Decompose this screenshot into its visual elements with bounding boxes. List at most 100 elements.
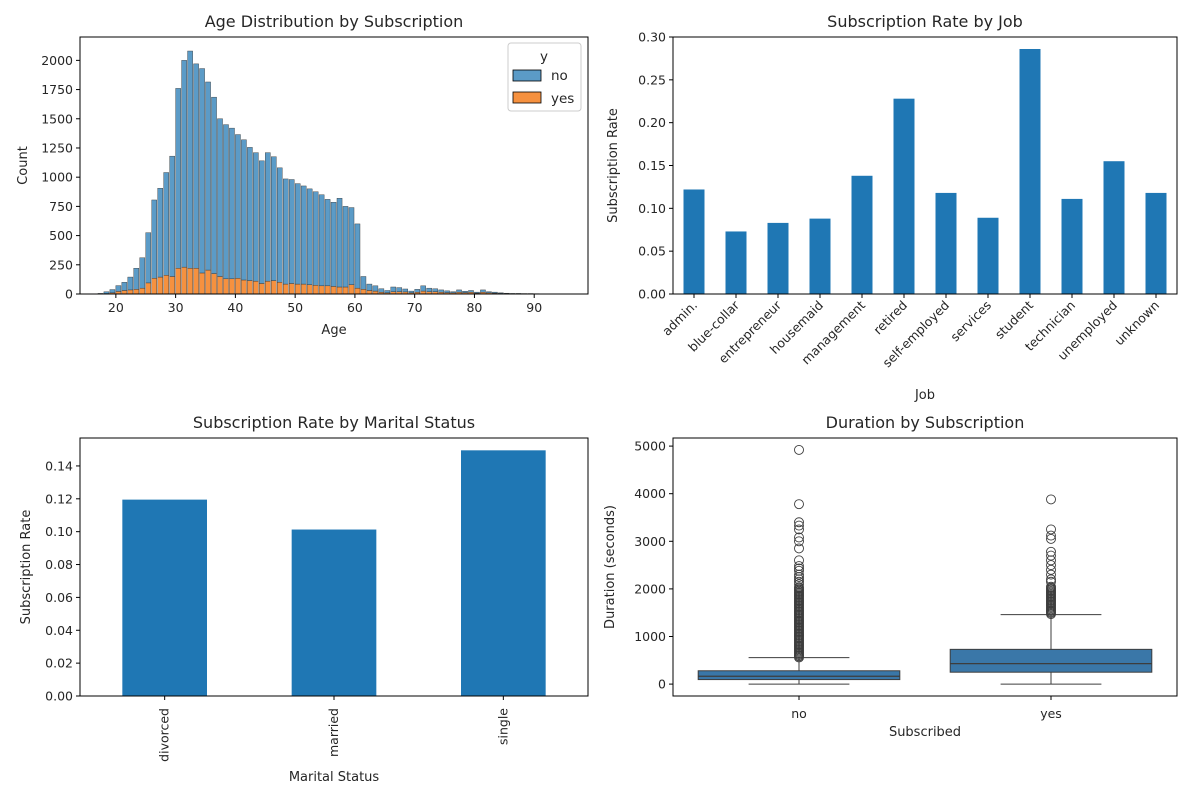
- bar-no: [462, 290, 468, 293]
- bar-no: [414, 289, 420, 293]
- outlier-point: [1046, 569, 1056, 580]
- bar-no: [438, 289, 444, 293]
- bar: [122, 499, 207, 696]
- bar-no: [235, 134, 241, 279]
- bar-yes: [306, 284, 313, 295]
- bar-no: [169, 155, 175, 277]
- y-tick-label: 1250: [41, 140, 73, 155]
- legend-swatch-yes: [512, 91, 542, 104]
- outlier-point: [1046, 576, 1056, 587]
- bar-yes: [366, 290, 373, 295]
- bar: [725, 231, 747, 294]
- chart-title: Subscription Rate by Job: [827, 12, 1023, 31]
- bar-yes: [205, 269, 211, 295]
- bar-yes: [223, 278, 229, 295]
- bar-yes: [157, 276, 163, 295]
- bar-yes: [283, 283, 289, 295]
- x-tick-label: 60: [347, 300, 363, 315]
- x-tick-label: 80: [466, 300, 482, 315]
- bar-no: [175, 88, 181, 269]
- legend-label-yes: yes: [551, 91, 574, 107]
- y-axis-label: Duration (seconds): [603, 505, 618, 629]
- chart-title: Subscription Rate by Marital Status: [193, 413, 475, 432]
- bar-yes: [354, 287, 361, 295]
- y-tick-label: 5000: [634, 439, 666, 454]
- bar-no: [193, 63, 199, 269]
- bar-yes: [342, 286, 349, 295]
- x-tick-label: 40: [227, 300, 243, 315]
- bar: [1061, 198, 1083, 294]
- bar-yes: [259, 283, 265, 295]
- outlier-point: [1046, 533, 1056, 544]
- bar-yes: [139, 287, 146, 295]
- bar-yes: [253, 280, 259, 295]
- x-axis-label: Subscribed: [889, 725, 961, 740]
- outlier-point: [794, 565, 804, 576]
- bar-yes: [133, 289, 140, 295]
- y-tick-label: 2000: [41, 53, 73, 68]
- x-tick-label: 20: [108, 300, 124, 315]
- plot-frame: [79, 36, 589, 295]
- bar: [893, 98, 915, 295]
- bar-no: [139, 257, 146, 289]
- bar-no: [145, 232, 152, 284]
- y-tick-label: 0.14: [45, 458, 73, 473]
- bar-no: [294, 183, 301, 285]
- bar-no: [420, 285, 426, 292]
- y-tick-label: 250: [49, 257, 73, 272]
- bar-no: [187, 50, 193, 269]
- outlier-point: [794, 563, 804, 574]
- x-axis-label: Job: [914, 388, 935, 403]
- bar-no: [486, 291, 492, 294]
- outlier-point: [794, 555, 804, 566]
- bar-yes: [145, 282, 152, 295]
- bar-yes: [181, 266, 187, 295]
- bar-no: [384, 290, 391, 294]
- outlier-point: [794, 520, 804, 531]
- y-tick-label: 0.04: [45, 623, 73, 638]
- bar-no: [324, 199, 331, 287]
- outlier-point: [794, 444, 804, 455]
- x-tick-label: yes: [1040, 706, 1062, 721]
- y-tick-label: 0.10: [638, 201, 666, 216]
- bar-no: [181, 60, 187, 268]
- outlier-point: [1046, 574, 1056, 585]
- y-tick-label: 0.05: [638, 244, 666, 259]
- bar-yes: [324, 285, 331, 295]
- bar: [1103, 161, 1125, 294]
- x-axis-label: Age: [321, 323, 346, 338]
- bar-no: [217, 118, 223, 277]
- y-tick-label: 0: [65, 287, 73, 302]
- plot-frame: [672, 36, 1178, 295]
- y-tick-label: 0.00: [638, 287, 666, 302]
- y-tick-label: 1000: [634, 629, 666, 644]
- y-tick-label: 4000: [634, 486, 666, 501]
- x-tick-label: unknown: [1111, 298, 1162, 349]
- bar-no: [456, 289, 462, 293]
- y-tick-label: 500: [49, 228, 73, 243]
- plot-frame: [672, 437, 1178, 697]
- bar-no: [300, 185, 307, 285]
- bar-no: [199, 68, 205, 274]
- x-tick-label: retired: [870, 298, 910, 338]
- y-tick-label: 0.08: [45, 557, 73, 572]
- bar-no: [468, 290, 474, 293]
- outlier-point: [1046, 494, 1056, 505]
- bar-yes: [271, 280, 277, 295]
- bar-no: [354, 223, 361, 289]
- y-tick-label: 750: [49, 199, 73, 214]
- outlier-point: [1046, 530, 1056, 541]
- bar: [935, 192, 957, 294]
- legend: yno yes: [507, 42, 582, 112]
- y-tick-label: 1750: [41, 82, 73, 97]
- bar-no: [480, 289, 486, 293]
- job-bar-chart: 0.000.050.100.150.200.250.30admin.blue-c…: [606, 12, 1178, 403]
- outlier-point: [794, 524, 804, 535]
- bar-no: [492, 291, 498, 294]
- legend-label-no: no: [551, 68, 568, 84]
- bar-no: [498, 292, 504, 294]
- outlier-point: [794, 499, 804, 510]
- outlier-point: [1046, 560, 1056, 571]
- bar-no: [109, 289, 116, 294]
- bar: [461, 450, 546, 696]
